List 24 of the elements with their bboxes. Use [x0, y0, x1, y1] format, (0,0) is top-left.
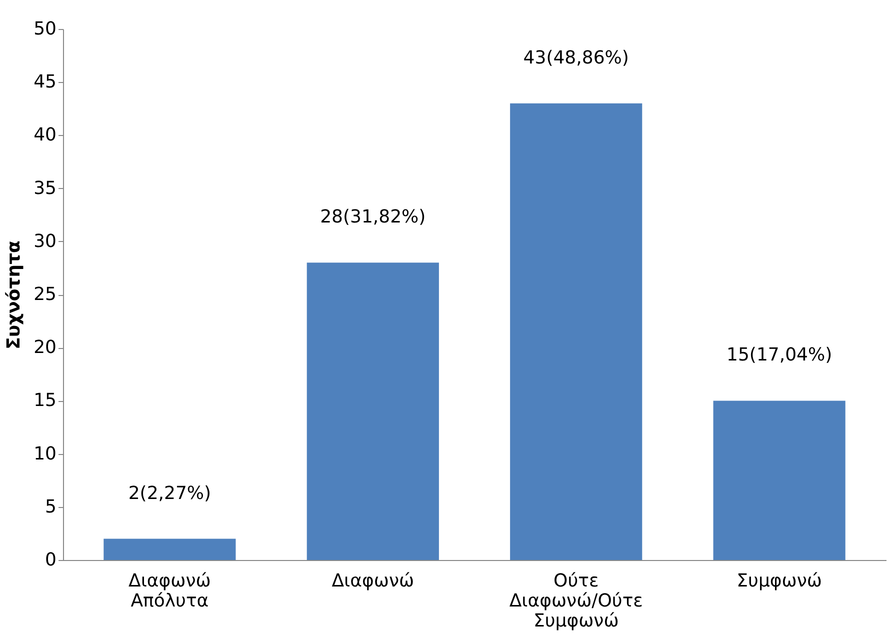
y-tick-label: 5 — [45, 496, 56, 518]
y-tick-label: 30 — [34, 230, 56, 252]
data-label: 15(17,04%) — [726, 344, 832, 366]
y-tick-label: 40 — [34, 124, 56, 146]
y-tick-label: 45 — [34, 72, 56, 93]
bar — [306, 262, 439, 560]
x-tick-label: Συμφωνώ — [736, 570, 822, 592]
y-tick-label: 20 — [34, 337, 56, 358]
y-tick-label: 35 — [34, 178, 56, 199]
x-tick-label: Διαφωνώ Απόλυτα — [128, 570, 211, 612]
y-tick-label: 50 — [34, 18, 56, 40]
y-tick-label: 10 — [34, 443, 56, 464]
data-label: 2(2,27%) — [128, 482, 212, 504]
y-tick-label: 0 — [45, 550, 56, 570]
bar — [713, 400, 846, 560]
bar — [104, 538, 236, 560]
bar — [510, 103, 642, 560]
y-tick-label: 25 — [34, 284, 56, 305]
y-axis-title: Συχνότητα — [4, 240, 25, 350]
x-tick-label: Διαφωνώ — [332, 570, 414, 592]
data-label: 28(31,82%) — [320, 206, 426, 228]
x-tick-label: Ούτε Διαφωνώ/Ούτε Συμφωνώ — [509, 570, 643, 632]
y-tick-label: 15 — [34, 390, 56, 412]
data-label: 43(48,86%) — [523, 47, 629, 68]
